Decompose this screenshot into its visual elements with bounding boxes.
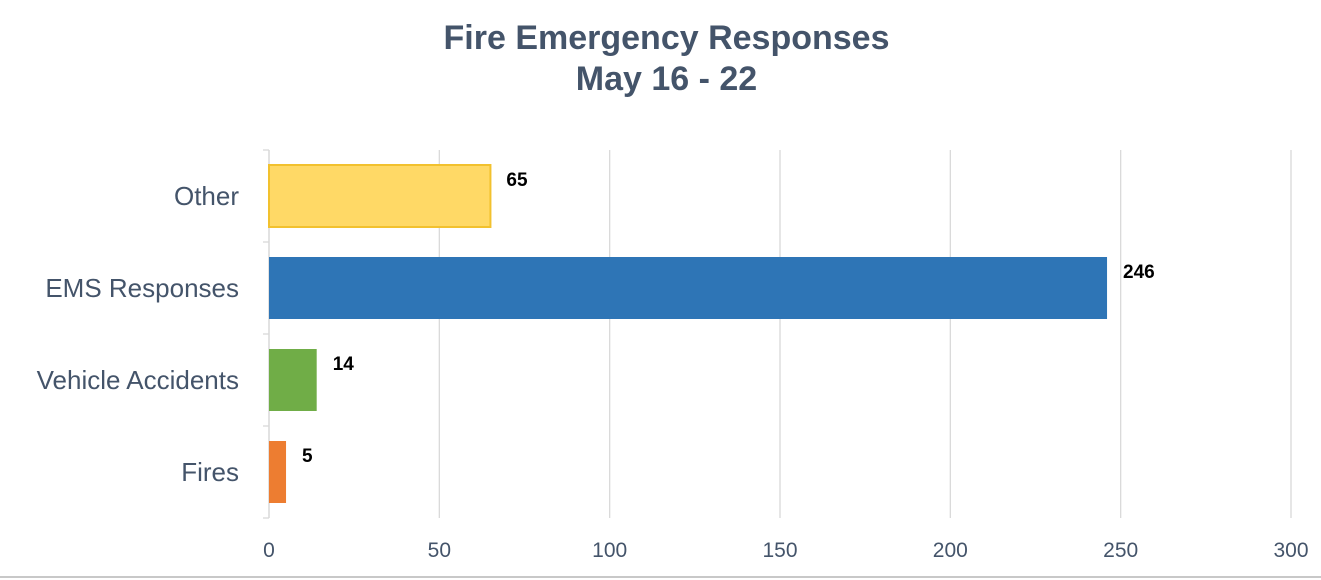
category-label-vehicle-accidents: Vehicle Accidents [37, 365, 239, 395]
x-tick-label-300: 300 [1273, 539, 1308, 562]
x-tick-label-50: 50 [428, 539, 451, 562]
x-tick-label-100: 100 [592, 539, 627, 562]
data-label-ems-responses: 246 [1123, 262, 1155, 283]
bar-vehicle-accidents [269, 349, 317, 411]
x-tick-label-150: 150 [762, 539, 797, 562]
x-tick-labels: 0 50 100 150 200 250 300 [263, 539, 1308, 562]
bars [268, 164, 1108, 503]
bar-ems-responses [269, 257, 1108, 319]
data-labels: 65 246 14 5 [302, 170, 1155, 467]
data-label-other: 65 [506, 170, 528, 191]
x-tick-label-200: 200 [933, 539, 968, 562]
data-label-vehicle-accidents: 14 [333, 354, 355, 375]
chart-title-block: Fire Emergency Responses May 16 - 22 [0, 18, 1321, 100]
bar-other [268, 164, 492, 228]
chart-subtitle: May 16 - 22 [575, 60, 758, 98]
chart-title: Fire Emergency Responses [443, 19, 890, 57]
bottom-divider [0, 576, 1321, 578]
category-label-ems-responses: EMS Responses [45, 273, 239, 303]
bar-fires [269, 441, 287, 503]
x-tick-label-250: 250 [1103, 539, 1138, 562]
x-tick-label-0: 0 [263, 539, 275, 562]
category-label-other: Other [174, 181, 239, 211]
category-label-fires: Fires [181, 457, 239, 487]
category-labels: Other EMS Responses Vehicle Accidents Fires [37, 181, 240, 487]
data-label-fires: 5 [302, 446, 313, 467]
